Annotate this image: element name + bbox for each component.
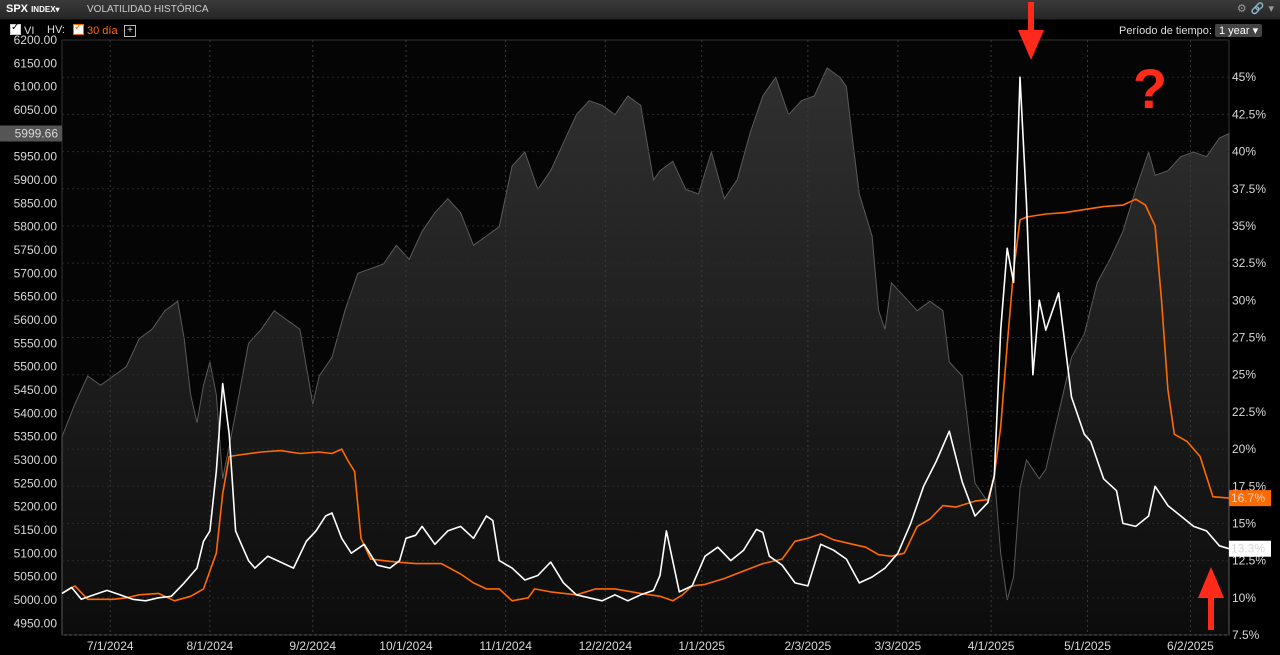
x-axis-tick-label: 1/1/2025: [678, 639, 725, 653]
right-axis-tick-label: 40%: [1232, 145, 1256, 159]
hv-series-label: 30 día: [87, 25, 118, 37]
hv-toggle[interactable]: 30 día: [73, 22, 118, 37]
right-axis-tick-label: 45%: [1232, 70, 1256, 84]
hv-last-value-text: 16.7%: [1231, 491, 1265, 505]
x-axis-tick-label: 2/3/2025: [784, 639, 831, 653]
plus-icon: +: [124, 25, 136, 37]
chart-toolbar: VI HV: 30 día + Período de tiempo:1 year…: [0, 20, 1280, 40]
left-axis-tick-label: 5200.00: [14, 500, 58, 514]
x-axis-tick-label: 5/1/2025: [1064, 639, 1111, 653]
left-axis-tick-label: 5050.00: [14, 570, 58, 584]
left-axis-tick-label: 6100.00: [14, 80, 58, 94]
left-axis-tick-label: 6200.00: [14, 33, 58, 47]
x-axis-tick-label: 12/2/2024: [579, 639, 633, 653]
vi-last-value-text: 13.3%: [1231, 542, 1265, 556]
x-axis-tick-label: 3/3/2025: [875, 639, 922, 653]
window-controls: ⚙ 🔗 ▾: [1233, 2, 1274, 15]
left-axis-tick-label: 4950.00: [14, 616, 58, 630]
ticker-symbol: SPX: [6, 3, 29, 15]
left-axis-tick-label: 5950.00: [14, 150, 58, 164]
ticker-selector[interactable]: SPX INDEX▾: [6, 3, 60, 15]
left-axis-tick-label: 5450.00: [14, 383, 58, 397]
right-axis-tick-label: 7.5%: [1232, 628, 1260, 642]
right-axis-tick-label: 20%: [1232, 442, 1256, 456]
left-axis-tick-label: 5650.00: [14, 290, 58, 304]
period-label: Período de tiempo:: [1119, 25, 1212, 37]
right-axis-tick-label: 42.5%: [1232, 107, 1266, 121]
left-axis-tick-label: 5700.00: [14, 266, 58, 280]
left-axis-tick-label: 5300.00: [14, 453, 58, 467]
ticker-suffix: INDEX: [31, 5, 56, 14]
right-axis-tick-label: 35%: [1232, 219, 1256, 233]
x-axis-tick-label: 4/1/2025: [968, 639, 1015, 653]
left-axis-tick-label: 5500.00: [14, 360, 58, 374]
spx-last-value-text: 5999.66: [15, 126, 59, 140]
hv-label: HV:: [47, 24, 65, 36]
x-axis-tick-label: 10/1/2024: [379, 639, 433, 653]
period-control: Período de tiempo: 1 year ▾: [1119, 24, 1263, 37]
right-axis-tick-label: 27.5%: [1232, 331, 1266, 345]
chevron-down-icon[interactable]: ▾: [1268, 3, 1274, 15]
right-axis-tick-label: 17.5%: [1232, 479, 1266, 493]
down-arrow-shaft: [1028, 2, 1034, 32]
x-axis-tick-label: 6/2/2025: [1167, 639, 1214, 653]
vi-line: [61, 76, 1230, 602]
left-axis-tick-label: 6050.00: [14, 103, 58, 117]
checkbox-icon: [73, 22, 84, 35]
period-select[interactable]: 1 year ▾: [1214, 24, 1263, 37]
left-axis-tick-label: 5550.00: [14, 336, 58, 350]
right-axis-tick-label: 32.5%: [1232, 256, 1266, 270]
down-arrow-icon: [1018, 30, 1044, 60]
right-axis-tick-label: 37.5%: [1232, 182, 1266, 196]
hv-30d-line: [61, 198, 1230, 602]
left-axis-tick-label: 5100.00: [14, 546, 58, 560]
x-axis-tick-label: 9/2/2024: [289, 639, 336, 653]
left-axis-tick-label: 5800.00: [14, 220, 58, 234]
left-axis-tick-label: 5750.00: [14, 243, 58, 257]
question-mark-annotation: ?: [1133, 57, 1167, 120]
vi-last-value-tag: [1229, 540, 1271, 557]
gear-icon[interactable]: ⚙: [1236, 3, 1247, 15]
right-axis-tick-label: 30%: [1232, 293, 1256, 307]
right-axis-tick-label: 10%: [1232, 591, 1256, 605]
left-axis-tick-label: 5350.00: [14, 430, 58, 444]
x-axis-tick-label: 7/1/2024: [87, 639, 134, 653]
vi-label: VI: [24, 25, 35, 37]
left-axis-tick-label: 5000.00: [14, 593, 58, 607]
period-value: 1 year: [1218, 25, 1250, 37]
window-title: VOLATILIDAD HISTÓRICA: [87, 4, 209, 15]
link-icon[interactable]: 🔗: [1250, 3, 1265, 15]
vi-toggle[interactable]: VI: [10, 22, 35, 37]
up-arrow-shaft: [1208, 596, 1214, 630]
left-axis-tick-label: 5850.00: [14, 196, 58, 210]
left-axis-tick-label: 5400.00: [14, 406, 58, 420]
hv-last-value-tag: [1229, 490, 1271, 507]
left-axis-tick-label: 5600.00: [14, 313, 58, 327]
title-bar: SPX INDEX▾ VOLATILIDAD HISTÓRICA ⚙ 🔗 ▾: [0, 0, 1280, 20]
x-axis-tick-label: 8/1/2024: [187, 639, 234, 653]
checkbox-icon: [10, 22, 21, 35]
left-axis-tick-label: 5250.00: [14, 476, 58, 490]
right-axis-tick-label: 15%: [1232, 516, 1256, 530]
left-axis-tick-label: 5150.00: [14, 523, 58, 537]
add-series-button[interactable]: +: [120, 24, 136, 37]
left-axis-tick-label: 6150.00: [14, 56, 58, 70]
spx-last-value-tag: [0, 125, 62, 142]
up-arrow-icon: [1198, 567, 1224, 598]
right-axis-tick-label: 25%: [1232, 368, 1256, 382]
chevron-down-icon: ▾: [55, 5, 60, 14]
left-axis-tick-label: 5900.00: [14, 173, 58, 187]
right-axis-tick-label: 22.5%: [1232, 405, 1266, 419]
right-axis-tick-label: 12.5%: [1232, 554, 1266, 568]
x-axis-tick-label: 11/1/2024: [479, 639, 532, 653]
spx-price-area: [61, 67, 1230, 636]
